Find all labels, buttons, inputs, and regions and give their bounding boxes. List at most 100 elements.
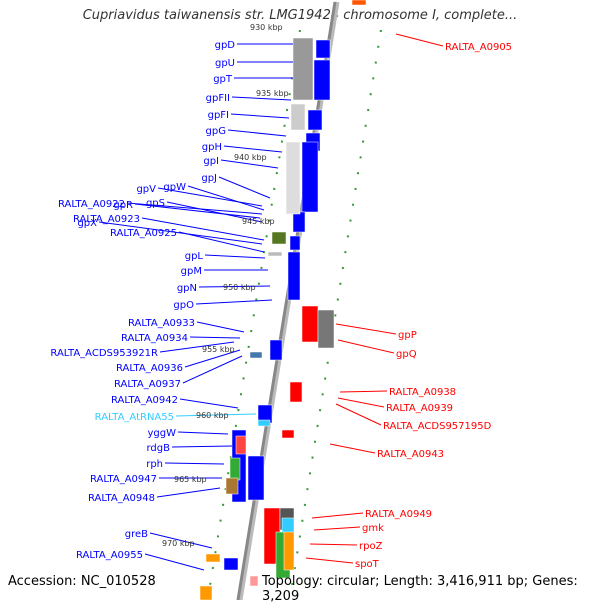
- label-connector: [337, 397, 385, 408]
- label-connector: [182, 355, 243, 384]
- gene-label-ralta_a0939[interactable]: RALTA_A0939: [386, 403, 453, 414]
- gene-label-yggw[interactable]: yggW: [147, 428, 176, 439]
- gene-label-gpt[interactable]: gpT: [213, 74, 233, 85]
- gene-label-gpd[interactable]: gpD: [215, 40, 236, 51]
- gene-label-ralta_a0905[interactable]: RALTA_A0905: [445, 42, 512, 53]
- gene-feature: [285, 141, 301, 215]
- label-connector: [159, 341, 235, 353]
- label-connector: [195, 299, 273, 305]
- gene-label-rph[interactable]: rph: [146, 459, 163, 470]
- gene-label-ralta_acds953921r[interactable]: RALTA_ACDS953921R: [50, 348, 158, 359]
- gene-label-gpi[interactable]: gpI: [203, 156, 219, 167]
- gene-label-gpq[interactable]: gpQ: [396, 349, 417, 360]
- kbp-tick-label: 965 kbp: [174, 475, 207, 484]
- gene-label-gpm[interactable]: gpM: [181, 266, 202, 277]
- gene-label-rpoz[interactable]: rpoZ: [359, 541, 383, 552]
- gene-feature: [281, 517, 295, 533]
- gene-label-rdgb[interactable]: rdgB: [147, 443, 171, 454]
- gene-feature: [283, 529, 295, 571]
- label-connector: [144, 553, 205, 571]
- gene-label-gpn[interactable]: gpN: [177, 283, 197, 294]
- gene-label-greb[interactable]: greB: [125, 529, 148, 540]
- label-connector: [339, 390, 388, 393]
- label-connector: [175, 413, 257, 417]
- gene-feature: [235, 435, 247, 455]
- gene-label-gpg[interactable]: gpG: [206, 126, 226, 137]
- label-connector: [337, 339, 395, 354]
- gene-label-ralta_a0943[interactable]: RALTA_A0943: [377, 449, 444, 460]
- gene-label-ralta_a0948[interactable]: RALTA_A0948: [88, 493, 155, 504]
- gene-label-ralta_a0925[interactable]: RALTA_A0925: [110, 228, 177, 239]
- label-connector: [231, 96, 292, 101]
- gene-feature: [247, 455, 265, 501]
- gene-label-gpj[interactable]: gpJ: [201, 173, 217, 184]
- gene-label-ralta_a0922[interactable]: RALTA_A0922: [58, 199, 125, 210]
- gene-label-ralta_a0933[interactable]: RALTA_A0933: [128, 318, 195, 329]
- kbp-tick-label: 960 kbp: [196, 411, 229, 420]
- gene-label-ralta_a0955[interactable]: RALTA_A0955: [76, 550, 143, 561]
- gene-label-gpr[interactable]: gpR: [113, 200, 133, 211]
- gene-feature: [315, 39, 331, 59]
- gene-label-gmk[interactable]: gmk: [362, 523, 384, 534]
- gene-feature: [281, 429, 295, 439]
- gene-feature: [351, 0, 367, 6]
- label-connector: [335, 323, 397, 335]
- gene-label-gpfi[interactable]: gpFI: [208, 110, 229, 121]
- accession-label: Accession: NC_010528: [8, 574, 156, 589]
- label-connector: [313, 526, 361, 531]
- gene-label-ralta_a0937[interactable]: RALTA_A0937: [114, 379, 181, 390]
- label-connector: [311, 512, 364, 519]
- label-connector: [149, 532, 213, 549]
- label-connector: [179, 398, 239, 409]
- gene-label-ralta_a0949[interactable]: RALTA_A0949: [365, 509, 432, 520]
- gene-feature: [269, 339, 283, 361]
- gene-label-gps[interactable]: gpS: [146, 198, 165, 209]
- gene-feature: [223, 557, 239, 571]
- gene-label-gpp[interactable]: gpP: [398, 330, 417, 341]
- gene-feature: [271, 231, 287, 245]
- gene-feature: [229, 457, 241, 481]
- label-connector: [196, 321, 245, 333]
- label-connector: [395, 33, 444, 47]
- gene-feature: [257, 419, 271, 427]
- label-connector: [329, 443, 376, 454]
- label-connector: [305, 557, 354, 564]
- gene-feature: [199, 585, 213, 600]
- gene-label-ralta_a0923[interactable]: RALTA_A0923: [73, 214, 140, 225]
- gene-feature: [317, 309, 335, 349]
- gene-feature: [225, 477, 239, 495]
- label-connector: [166, 201, 263, 223]
- gene-label-ralta_a0947[interactable]: RALTA_A0947: [90, 474, 157, 485]
- gene-feature: [289, 235, 301, 251]
- label-connector: [171, 445, 233, 448]
- gene-label-gpl[interactable]: gpL: [185, 251, 204, 262]
- gene-label-ralta_acds957195d[interactable]: RALTA_ACDS957195D: [383, 421, 492, 432]
- map-title: Cupriavidus taiwanensis str. LMG19424 ch…: [82, 8, 518, 23]
- gene-label-gpu[interactable]: gpU: [215, 58, 235, 69]
- gene-label-gpv[interactable]: gpV: [136, 184, 156, 195]
- label-connector: [156, 487, 221, 498]
- label-connector: [198, 285, 271, 288]
- gene-label-gpw[interactable]: gpW: [163, 182, 186, 193]
- kbp-tick-label: 945 kbp: [242, 217, 275, 226]
- gene-label-ralta_atrna55[interactable]: RALTA_AtRNA55: [95, 412, 174, 423]
- label-connector: [187, 185, 265, 211]
- gene-label-ralta_a0942[interactable]: RALTA_A0942: [111, 395, 178, 406]
- gene-label-gpo[interactable]: gpO: [173, 300, 194, 311]
- gene-label-ralta_a0938[interactable]: RALTA_A0938: [389, 387, 456, 398]
- gene-label-ralta_a0936[interactable]: RALTA_A0936: [116, 363, 183, 374]
- gene-feature: [292, 211, 306, 233]
- label-connector: [204, 254, 266, 259]
- gene-label-gpfii[interactable]: gpFII: [206, 93, 230, 104]
- label-connector: [141, 217, 265, 241]
- label-connector: [164, 462, 225, 465]
- gene-feature: [301, 305, 319, 343]
- gene-feature: [292, 37, 314, 101]
- gene-label-spot[interactable]: spoT: [355, 559, 380, 570]
- gene-label-gpx[interactable]: gpX: [77, 218, 97, 229]
- gene-label-gph[interactable]: gpH: [202, 142, 222, 153]
- label-connector: [189, 336, 241, 339]
- gene-label-ralta_a0934[interactable]: RALTA_A0934: [121, 333, 188, 344]
- backbone: [236, 1, 337, 600]
- gene-feature: [289, 381, 303, 403]
